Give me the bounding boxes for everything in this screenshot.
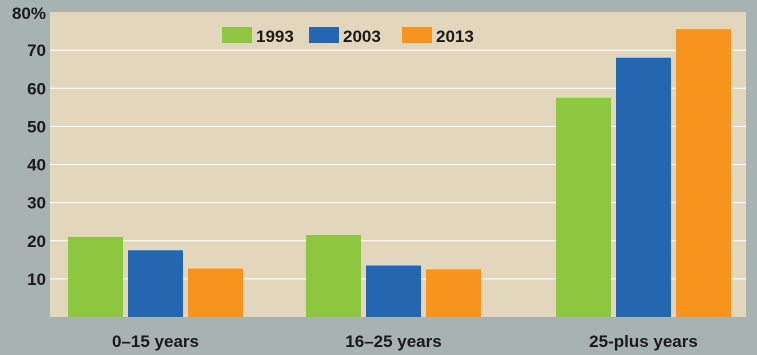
y-tick-label: 50 bbox=[27, 117, 46, 136]
bar-2013-1 bbox=[188, 268, 243, 317]
bar-2013-2 bbox=[426, 269, 481, 317]
legend-swatch-2013 bbox=[402, 27, 432, 43]
y-axis-ticks: 10 20 30 40 50 60 70 80% bbox=[12, 4, 46, 289]
bar-1993-2 bbox=[306, 235, 361, 317]
y-tick-label: 30 bbox=[27, 194, 46, 213]
bar-1993-3 bbox=[556, 97, 611, 317]
legend-label-1993: 1993 bbox=[256, 27, 294, 46]
y-tick-label: 60 bbox=[27, 79, 46, 98]
legend-swatch-1993 bbox=[222, 27, 252, 43]
y-tick-label: 80% bbox=[12, 4, 46, 23]
y-tick-label: 70 bbox=[27, 41, 46, 60]
y-tick-label: 20 bbox=[27, 232, 46, 251]
bar-2003-2 bbox=[366, 265, 421, 317]
category-label: 0–15 years bbox=[112, 332, 199, 351]
category-label: 25-plus years bbox=[589, 332, 698, 351]
legend: 1993 2003 2013 bbox=[222, 27, 474, 46]
bar-1993-1 bbox=[68, 236, 123, 317]
bar-2013-3 bbox=[676, 29, 731, 317]
legend-swatch-2003 bbox=[309, 27, 339, 43]
x-axis-categories: 0–15 years 16–25 years 25-plus years bbox=[112, 332, 698, 351]
legend-label-2013: 2013 bbox=[436, 27, 474, 46]
bars bbox=[68, 29, 731, 317]
category-label: 16–25 years bbox=[345, 332, 441, 351]
y-tick-label: 40 bbox=[27, 156, 46, 175]
y-tick-label: 10 bbox=[27, 270, 46, 289]
bar-2003-3 bbox=[616, 57, 671, 317]
legend-label-2003: 2003 bbox=[343, 27, 381, 46]
bar-2003-1 bbox=[128, 250, 183, 317]
